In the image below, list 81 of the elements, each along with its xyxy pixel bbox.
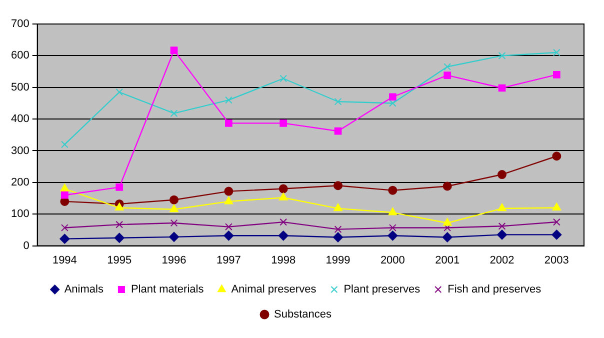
- y-tick-label: 0: [23, 240, 30, 252]
- point: [334, 98, 342, 106]
- x-tick-label: 2000: [380, 254, 405, 266]
- point: [114, 202, 124, 211]
- point: [61, 140, 68, 148]
- point: [388, 208, 398, 216]
- point: [388, 100, 396, 107]
- point: [552, 48, 560, 56]
- point: [442, 232, 452, 242]
- point: [278, 192, 288, 200]
- point: [170, 195, 179, 204]
- x-tick-label: 1995: [107, 254, 132, 266]
- point: [225, 223, 232, 230]
- point: [280, 74, 288, 82]
- point: [388, 93, 396, 101]
- point: [169, 232, 180, 242]
- point: [552, 71, 560, 78]
- x-tick-label: 2003: [544, 254, 569, 266]
- x-tick-label: 2002: [490, 254, 514, 266]
- legend-label: Substances: [274, 308, 332, 321]
- point: [61, 224, 68, 232]
- point: [334, 181, 343, 190]
- point: [498, 170, 507, 180]
- point: [61, 191, 68, 199]
- point: [442, 218, 452, 226]
- y-tick-label: 100: [10, 208, 30, 220]
- point: [278, 230, 288, 241]
- y-tick-label: 400: [10, 113, 30, 126]
- x-tick-label: 1994: [52, 254, 77, 266]
- legend-label: Plant materials: [130, 284, 204, 296]
- point: [333, 232, 344, 242]
- x-tick-label: 2001: [435, 254, 460, 266]
- point: [552, 230, 562, 240]
- y-tick-label: 200: [10, 176, 30, 188]
- point: [552, 202, 562, 211]
- point: [116, 88, 124, 96]
- point: [224, 186, 234, 196]
- point: [280, 218, 288, 226]
- point: [552, 152, 562, 161]
- point: [498, 52, 506, 60]
- x-tick-label: 1996: [162, 254, 186, 266]
- point: [280, 119, 288, 127]
- point: [60, 184, 70, 192]
- point: [60, 234, 70, 244]
- point: [498, 84, 506, 92]
- legend-label: Animal preserves: [231, 284, 317, 296]
- point: [170, 110, 178, 118]
- y-tick-label: 600: [10, 50, 30, 62]
- x-tick-label: 1998: [271, 254, 296, 266]
- point: [114, 232, 124, 243]
- point: [116, 220, 124, 228]
- point: [170, 46, 178, 54]
- point: [444, 63, 452, 70]
- legend-label: Plant preserves: [344, 284, 421, 296]
- point: [224, 196, 234, 204]
- point: [225, 119, 232, 127]
- x-tick-label: 1999: [326, 254, 350, 266]
- point: [442, 182, 452, 191]
- point: [497, 230, 508, 240]
- y-tick-label: 700: [10, 18, 30, 30]
- point: [225, 96, 232, 104]
- y-tick-label: 300: [10, 144, 30, 157]
- point: [334, 203, 342, 212]
- point: [116, 184, 124, 191]
- point: [334, 226, 342, 234]
- point: [170, 204, 178, 212]
- point: [498, 222, 506, 230]
- point: [388, 230, 398, 241]
- point: [552, 218, 560, 226]
- legend-label: Animals: [64, 284, 104, 296]
- point: [388, 186, 398, 195]
- y-tick-label: 500: [10, 81, 30, 94]
- point: [498, 203, 506, 212]
- legend-label: Fish and preserves: [448, 284, 542, 296]
- point: [388, 224, 396, 232]
- x-tick-label: 1997: [216, 254, 241, 266]
- point: [170, 219, 178, 227]
- point: [444, 72, 452, 80]
- point: [334, 127, 342, 135]
- point: [224, 230, 234, 241]
- point: [278, 184, 288, 194]
